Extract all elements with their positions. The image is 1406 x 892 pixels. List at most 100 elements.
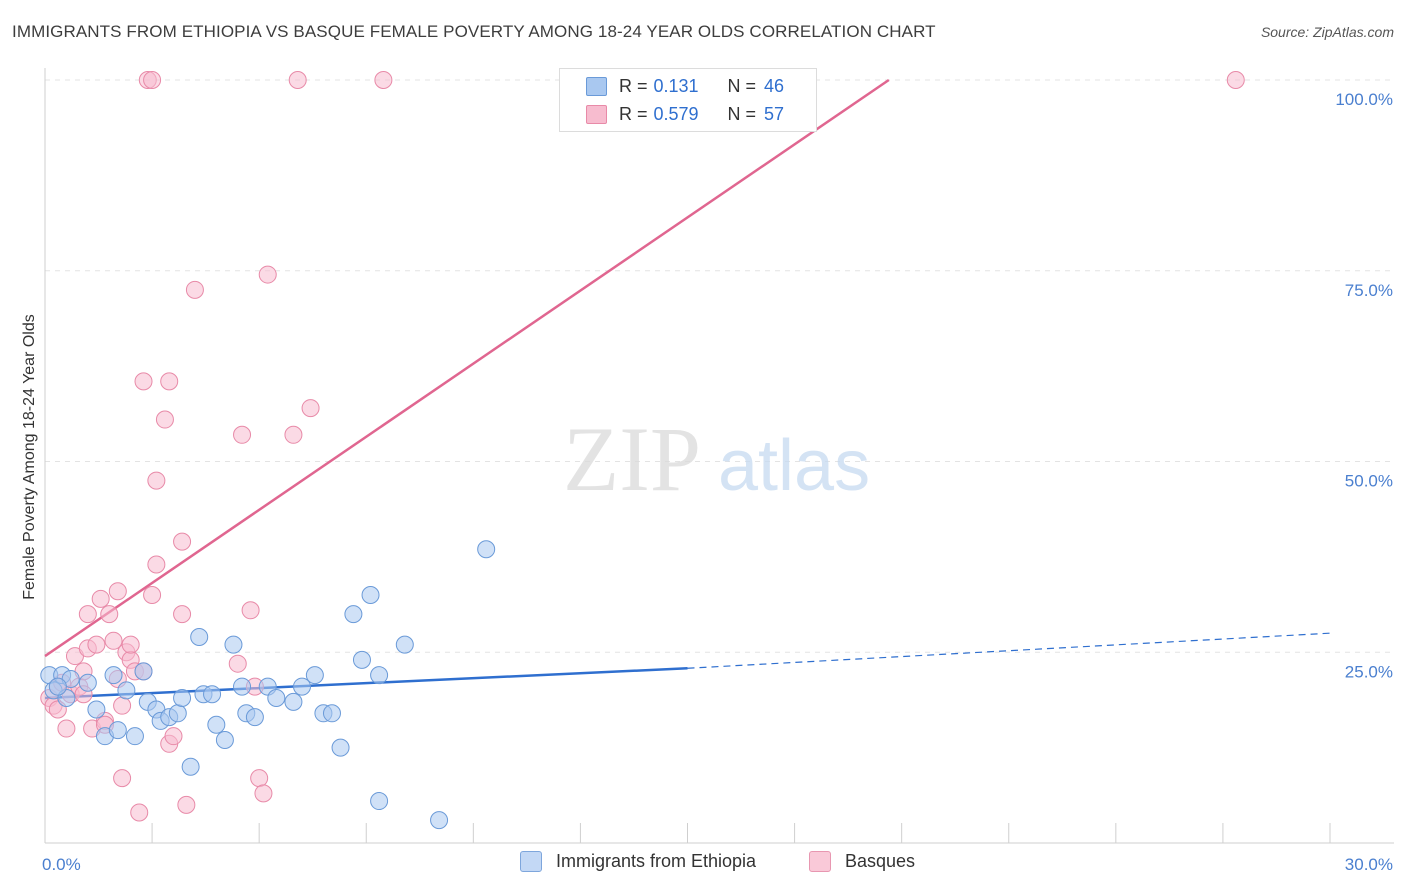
series-legend-label: Basques	[845, 851, 916, 871]
basque-point	[113, 769, 132, 788]
basque-point	[155, 410, 174, 429]
basque-point	[173, 605, 192, 624]
basque-point	[87, 635, 106, 654]
basque-point	[250, 769, 269, 788]
basque-point	[173, 532, 192, 551]
basque-point	[288, 71, 307, 89]
ethiopia-point	[78, 673, 97, 692]
ethiopia-point	[361, 586, 380, 605]
basque-point	[78, 605, 97, 624]
tick-labels: 25.0% 50.0% 75.0% 100.0% 0.0% 30.0%	[42, 90, 1393, 874]
watermark-zip: ZIP	[563, 408, 701, 510]
series-swatch-ethiopia	[520, 851, 542, 872]
y-tick-label: 50.0%	[1345, 472, 1393, 491]
data-points	[40, 71, 1245, 830]
ethiopia-point	[117, 681, 136, 700]
basque-point	[254, 784, 273, 803]
ethiopia-point	[331, 738, 350, 757]
watermark-atlas: atlas	[718, 426, 870, 506]
basque-point	[233, 425, 252, 444]
basque-point	[374, 71, 393, 89]
axes	[44, 68, 1394, 844]
legend-n-value: 57	[764, 103, 785, 124]
basque-point	[143, 586, 162, 605]
ethiopia-point	[224, 635, 243, 654]
basque-point	[177, 795, 196, 814]
ethiopia-point	[134, 662, 153, 681]
y-tick-label: 75.0%	[1345, 281, 1393, 300]
ethiopia-point	[104, 666, 123, 685]
basque-point	[160, 372, 179, 391]
ethiopia-point	[245, 708, 264, 727]
correlation-legend: R = 0.131 N = 46 R = 0.579 N = 57	[559, 68, 817, 132]
ethiopia-point	[322, 704, 341, 723]
legend-row-basques: R = 0.579 N = 57	[586, 101, 784, 127]
basque-point	[147, 555, 166, 574]
legend-swatch-basques	[586, 104, 607, 124]
ethiopia-point	[168, 704, 187, 723]
basque-point	[284, 425, 303, 444]
ethiopia-point	[430, 811, 449, 830]
ethiopia-point	[87, 700, 106, 719]
basque-point	[113, 696, 132, 715]
x-tick-label: 30.0%	[1345, 855, 1393, 874]
ethiopia-point	[284, 692, 303, 711]
ethiopia-point	[108, 721, 127, 740]
ethiopia-point	[267, 689, 286, 708]
legend-n-value: 46	[764, 75, 785, 96]
series-swatch-basques	[809, 851, 831, 872]
series-legend-basques[interactable]: Basques	[809, 851, 915, 872]
ethiopia-point	[352, 650, 371, 669]
basque-point	[108, 582, 127, 601]
legend-n-label: N =	[727, 75, 757, 96]
legend-n-label: N =	[727, 103, 757, 124]
basque-point	[241, 601, 260, 620]
ethiopia-point	[48, 677, 67, 696]
basque-point	[164, 727, 183, 746]
basque-point	[91, 589, 110, 608]
series-legend-ethiopia[interactable]: Immigrants from Ethiopia	[520, 851, 756, 872]
legend-row-ethiopia: R = 0.131 N = 46	[586, 73, 784, 99]
trend-lines	[44, 78, 1331, 700]
ethiopia-point	[305, 666, 324, 685]
source-label: Source: ZipAtlas.com	[1260, 24, 1394, 40]
y-tick-label: 25.0%	[1345, 662, 1393, 681]
ethiopia-trend-extension	[687, 632, 1331, 669]
basque-point	[143, 71, 162, 89]
ethiopia-point	[190, 627, 209, 646]
ethiopia-point	[215, 730, 234, 749]
legend-swatch-ethiopia	[586, 76, 607, 96]
basque-point	[57, 719, 76, 738]
y-tick-label: 100.0%	[1335, 90, 1393, 109]
ethiopia-trend-line	[44, 667, 688, 700]
basque-point	[258, 265, 277, 284]
basque-point	[121, 635, 140, 654]
ethiopia-point	[477, 540, 496, 559]
legend-r-value: 0.579	[653, 103, 699, 124]
basque-point	[185, 280, 204, 299]
legend-r-label: R =	[619, 103, 648, 124]
basque-point	[1226, 71, 1245, 89]
legend-r-label: R =	[619, 75, 648, 96]
ethiopia-point	[233, 677, 252, 696]
ethiopia-point	[181, 757, 200, 776]
ethiopia-point	[293, 677, 311, 696]
gridlines	[45, 79, 1394, 653]
ethiopia-point	[344, 605, 363, 624]
y-axis-label: Female Poverty Among 18-24 Year Olds	[21, 314, 38, 600]
ethiopia-point	[173, 689, 192, 708]
basque-point	[130, 803, 149, 822]
ethiopia-point	[370, 792, 389, 811]
basque-trend-line	[44, 78, 890, 658]
ethiopia-point	[203, 685, 222, 704]
series-legend-label: Immigrants from Ethiopia	[556, 851, 757, 871]
ethiopia-point	[395, 635, 414, 654]
x-tick-label: 0.0%	[42, 855, 81, 874]
basque-point	[228, 654, 247, 673]
ethiopia-point	[125, 727, 144, 746]
chart-title: IMMIGRANTS FROM ETHIOPIA VS BASQUE FEMAL…	[12, 22, 936, 41]
series-legend: Immigrants from Ethiopia Basques	[0, 851, 1406, 877]
basque-point	[147, 471, 166, 490]
basque-point	[134, 372, 153, 391]
